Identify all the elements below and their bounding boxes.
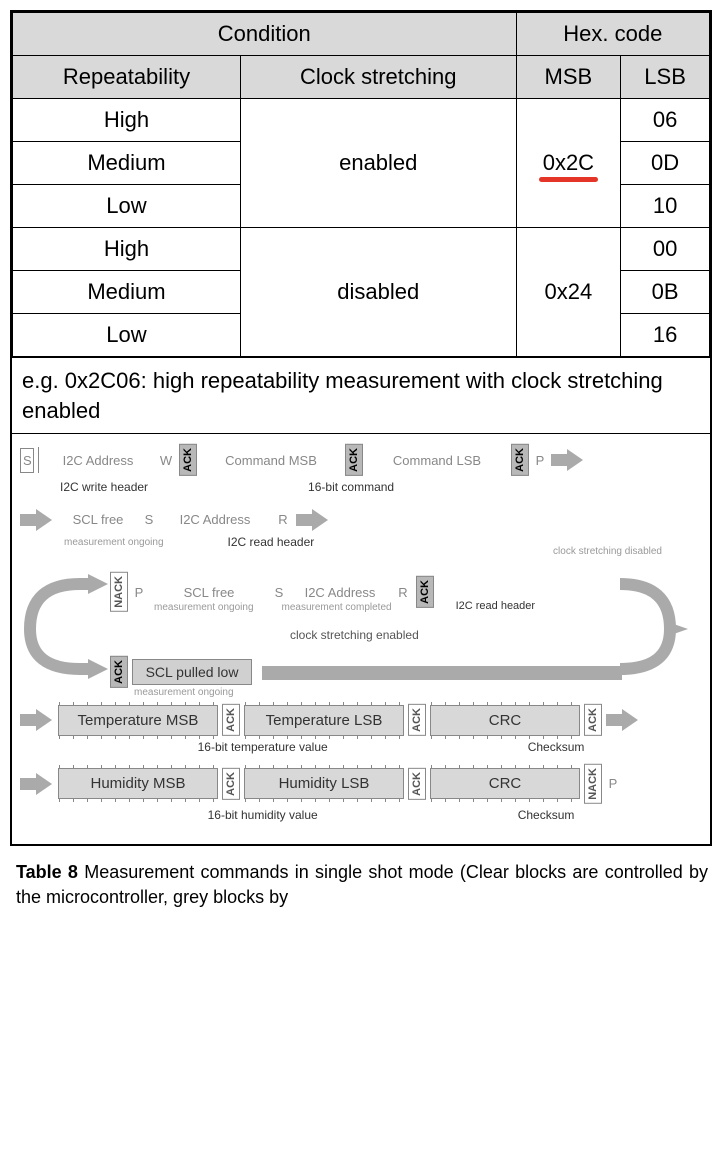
timing-diagram: S I2C Address W ACK Command MSB ACK Comm…: [12, 433, 710, 843]
col-lsb: LSB: [621, 56, 710, 99]
table-row: Highenabled0x2C06: [13, 99, 710, 142]
seg-hum-crc: CRC: [430, 768, 580, 799]
diagram-temp-labels: 16-bit temperature value Checksum: [20, 740, 702, 754]
seg-scl-free: SCL free: [58, 508, 138, 531]
cell-clock-stretching: enabled: [240, 99, 516, 228]
seg-temp-lsb: Temperature LSB: [244, 705, 404, 736]
cell-lsb: 06: [621, 99, 710, 142]
diagram-branch: clock stretching disabled NACK P SCL fre…: [20, 564, 702, 684]
divider: [38, 447, 39, 473]
cell-msb: 0x24: [516, 228, 621, 357]
seg-scl-pulled-low: SCL pulled low: [132, 659, 252, 685]
cell-repeatability: Medium: [13, 142, 241, 185]
label-16bit-command: 16-bit command: [308, 480, 394, 494]
arrow-right-icon: [20, 774, 54, 794]
seg-temp-msb: Temperature MSB: [58, 705, 218, 736]
label-meas-ongoing: measurement ongoing: [60, 535, 168, 550]
diagram-row-temperature: Temperature MSB ACK Temperature LSB ACK …: [20, 704, 702, 736]
label-stretching-enabled: clock stretching enabled: [290, 628, 419, 642]
nack-block: NACK: [110, 572, 128, 612]
label-checksum: Checksum: [528, 740, 585, 754]
header-hexcode: Hex. code: [516, 13, 709, 56]
diagram-row-read-attempt: SCL free S I2C Address R: [20, 508, 702, 531]
ack-block: ACK: [222, 768, 240, 800]
arrow-right-icon: [551, 450, 585, 470]
ack-block: ACK: [408, 704, 426, 736]
caption-text: Measurement commands in single shot mode…: [16, 862, 708, 907]
ack-block: ACK: [110, 656, 128, 688]
seg-hum-lsb: Humidity LSB: [244, 768, 404, 799]
seg-p: P: [606, 772, 620, 795]
ack-block: ACK: [179, 444, 197, 476]
label-write-header: I2C write header: [60, 480, 148, 494]
seg-i2c-address: I2C Address: [160, 508, 270, 531]
example-note: e.g. 0x2C06: high repeatability measurem…: [12, 357, 710, 433]
seg-cmd-lsb: Command LSB: [367, 449, 507, 472]
branch-bottom-labels: measurement ongoing: [130, 684, 238, 698]
arrow-right-icon: [606, 710, 640, 730]
diagram-row-humidity: Humidity MSB ACK Humidity LSB ACK CRC NA…: [20, 764, 702, 804]
col-msb: MSB: [516, 56, 621, 99]
label-meas-completed: measurement completed: [278, 600, 396, 615]
header-condition: Condition: [13, 13, 517, 56]
cell-lsb: 10: [621, 185, 710, 228]
seg-i2c-address: I2C Address: [43, 449, 153, 472]
arrow-right-icon: [296, 510, 330, 530]
ack-block: ACK: [584, 704, 602, 736]
seg-cmd-msb: Command MSB: [201, 449, 341, 472]
col-clock-stretching: Clock stretching: [240, 56, 516, 99]
arrow-right-icon: [20, 510, 54, 530]
cell-msb: 0x2C: [516, 99, 621, 228]
label-stretching-disabled: clock stretching disabled: [553, 546, 662, 557]
cell-lsb: 0D: [621, 142, 710, 185]
cell-repeatability: Low: [13, 314, 241, 357]
cell-repeatability: High: [13, 99, 241, 142]
ack-block: ACK: [408, 768, 426, 800]
seg-p: P: [533, 449, 547, 472]
arrow-right-icon: [20, 710, 54, 730]
figure-container: Condition Hex. code Repeatability Clock …: [10, 10, 712, 846]
label-read-header: I2C read header: [456, 600, 536, 615]
label-checksum: Checksum: [518, 808, 575, 822]
branch-top-labels: measurement ongoing measurement complete…: [150, 600, 535, 615]
col-repeatability: Repeatability: [13, 56, 241, 99]
label-meas-ongoing: measurement ongoing: [150, 600, 258, 615]
seg-s: S: [20, 448, 34, 473]
bar-stretching: [262, 666, 622, 680]
label-meas-ongoing: measurement ongoing: [130, 685, 238, 700]
cell-repeatability: Medium: [13, 271, 241, 314]
seg-p: P: [132, 581, 146, 604]
cell-repeatability: High: [13, 228, 241, 271]
label-read-header: I2C read header: [228, 535, 315, 550]
command-table: Condition Hex. code Repeatability Clock …: [12, 12, 710, 357]
cell-lsb: 16: [621, 314, 710, 357]
seg-w: W: [157, 449, 175, 472]
ack-block: ACK: [511, 444, 529, 476]
caption-number: Table 8: [16, 862, 78, 882]
diagram-row-write: S I2C Address W ACK Command MSB ACK Comm…: [20, 444, 702, 476]
label-temp-value: 16-bit temperature value: [198, 740, 328, 754]
cell-repeatability: Low: [13, 185, 241, 228]
nack-block: NACK: [584, 764, 602, 804]
cell-lsb: 0B: [621, 271, 710, 314]
ack-block: ACK: [222, 704, 240, 736]
seg-s: S: [142, 508, 156, 531]
diagram-row-write-labels: I2C write header 16-bit command: [60, 480, 702, 494]
cell-lsb: 00: [621, 228, 710, 271]
figure-caption: Table 8 Measurement commands in single s…: [10, 846, 714, 916]
table-row: Highdisabled0x2400: [13, 228, 710, 271]
diagram-hum-labels: 16-bit humidity value Checksum: [20, 808, 702, 822]
cell-clock-stretching: disabled: [240, 228, 516, 357]
seg-hum-msb: Humidity MSB: [58, 768, 218, 799]
label-hum-value: 16-bit humidity value: [208, 808, 318, 822]
ack-block: ACK: [345, 444, 363, 476]
seg-temp-crc: CRC: [430, 705, 580, 736]
seg-r: R: [274, 508, 292, 531]
